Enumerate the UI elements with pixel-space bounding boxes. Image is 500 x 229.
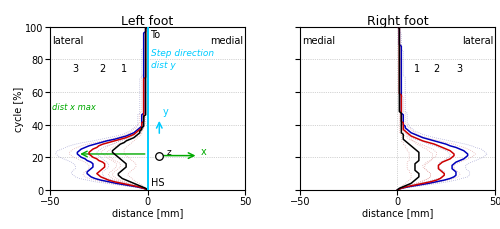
Text: Step direction: Step direction bbox=[152, 49, 214, 58]
Text: dist y: dist y bbox=[152, 60, 176, 69]
Y-axis label: cycle [%]: cycle [%] bbox=[14, 86, 24, 131]
Text: medial: medial bbox=[302, 35, 335, 46]
Text: 2: 2 bbox=[434, 63, 440, 73]
Text: y: y bbox=[163, 107, 169, 117]
Title: Left foot: Left foot bbox=[122, 14, 174, 27]
Text: 3: 3 bbox=[457, 63, 463, 73]
Text: HS: HS bbox=[150, 177, 164, 187]
Text: 3: 3 bbox=[72, 63, 78, 73]
Text: To: To bbox=[150, 30, 160, 40]
Text: lateral: lateral bbox=[52, 35, 84, 46]
Text: 2: 2 bbox=[100, 63, 106, 73]
Text: lateral: lateral bbox=[462, 35, 493, 46]
X-axis label: distance [mm]: distance [mm] bbox=[362, 208, 433, 218]
Text: x: x bbox=[200, 146, 206, 156]
Text: medial: medial bbox=[210, 35, 243, 46]
X-axis label: distance [mm]: distance [mm] bbox=[112, 208, 184, 218]
Title: Right foot: Right foot bbox=[366, 14, 428, 27]
Text: 1: 1 bbox=[121, 63, 127, 73]
Text: 1: 1 bbox=[414, 63, 420, 73]
Text: dist x max: dist x max bbox=[52, 103, 96, 112]
Text: z: z bbox=[166, 147, 171, 156]
